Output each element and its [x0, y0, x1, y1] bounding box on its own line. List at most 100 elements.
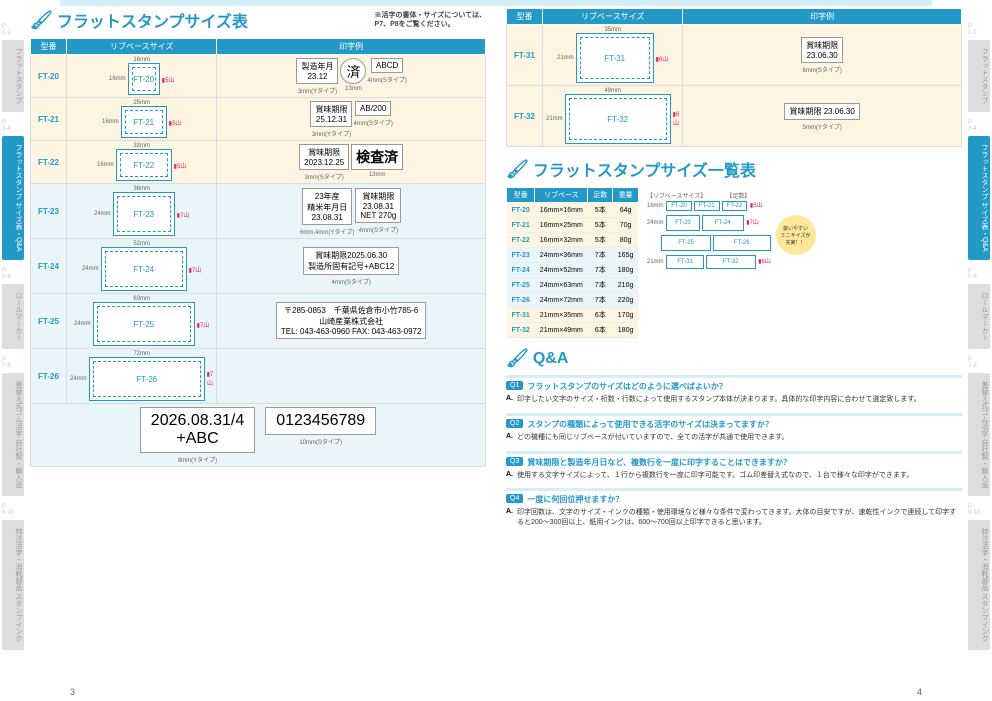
stamp-icon: 🖌	[506, 348, 529, 369]
top-accent-bar	[60, 0, 932, 6]
summary-diagram: 【リブベースサイズ】 【足数】 16mm FT-20FT-21FT-22 ▮5山…	[647, 191, 816, 270]
spec-td: 7本	[588, 248, 613, 263]
spec-td: 6本	[588, 308, 613, 323]
side-tab[interactable]: フラットスタンプ サイズ表・Q&A	[968, 136, 990, 260]
q-text: フラットスタンプのサイズはどのように選べばよいか？	[527, 381, 727, 392]
qa-block: Q4一度に何回位押せますか？ A.印字回数は、文字のサイズ・インクの種類・使用環…	[506, 488, 962, 528]
spec-td: 5本	[588, 203, 613, 218]
th-print-r: 印字例	[683, 9, 962, 25]
section1-title-text: フラットスタンプサイズ表	[57, 8, 248, 32]
th-model: 型番	[31, 39, 67, 55]
spec-td: 24mm×52mm	[535, 263, 588, 278]
print-cell	[217, 349, 486, 404]
model-cell: FT-24	[31, 239, 67, 294]
print-cell: 賞味期限 25.12.31 3mm(Yタイプ) AB/200 4mm(Sタイプ)	[217, 98, 486, 141]
page-num-left: 3	[70, 687, 75, 697]
q-text: 賞味期限と製造年月日など、複数行を一度に印字することはできますか？	[527, 457, 791, 468]
side-tab[interactable]: フラットスタンプ サイズ表・Q&A	[2, 136, 24, 260]
side-tab[interactable]: ロールマーカー	[2, 284, 24, 349]
diagram-label-foot: 【足数】	[726, 191, 750, 200]
diagram-label-rib: 【リブベースサイズ】	[647, 191, 707, 200]
q-text: 一度に何回位押せますか？	[527, 494, 623, 505]
side-tabs-left: P 1-2フラットスタンプ P 3-4フラットスタンプ サイズ表・Q&A P 5-6…	[2, 20, 24, 654]
a-text: どの機種にも同じリブベースが付いていますので、全ての活字が共通で使用できます。	[517, 433, 788, 443]
spec-td: 180g	[613, 263, 639, 278]
spec-td: 5本	[588, 233, 613, 248]
qa-block: Q2スタンプの種類によって使用できる活字のサイズは決まってますか？ A.どの機種…	[506, 413, 962, 443]
spec-td: FT-31	[507, 308, 535, 323]
side-tab[interactable]: 差替え式ゴム活字 自社製・輸入品	[968, 373, 990, 496]
side-tabs-right: P 1-2フラットスタンプP 3-4フラットスタンプ サイズ表・Q&AP 5-6…	[968, 20, 990, 654]
q-badge: Q3	[506, 457, 523, 466]
left-column: 🖌 フラットスタンプサイズ表 ※活字の書体・サイズについては、 P7、P8をご覧…	[30, 8, 486, 693]
th-model-r: 型番	[507, 9, 543, 25]
model-cell: FT-23	[31, 184, 67, 239]
spec-td: 16mm×16mm	[535, 203, 588, 218]
section2-title-text: フラットスタンプサイズ一覧表	[533, 157, 756, 181]
side-tab[interactable]: 特注活字・消耗部品 スタンプインク	[968, 520, 990, 650]
stamp-icon: 🖌	[506, 159, 529, 180]
side-tab[interactable]: ロールマーカー	[968, 284, 990, 349]
model-cell: FT-20	[31, 55, 67, 98]
qa-block: Q3賞味期限と製造年月日など、複数行を一度に印字することはできますか？ A.使用…	[506, 451, 962, 481]
a-badge: A.	[506, 395, 513, 402]
spec-td: FT-25	[507, 278, 535, 293]
spec-td: 80g	[613, 233, 639, 248]
size-table-right: 型番 リブベースサイズ 印字例 FT-3135mm 21mm FT-31 ▮6山…	[506, 8, 962, 147]
rib-cell: 52mm 24mm FT-24 ▮7山	[67, 239, 217, 294]
spec-td: 6本	[588, 323, 613, 338]
spec-td: 24mm×72mm	[535, 293, 588, 308]
spec-td: 16mm×32mm	[535, 233, 588, 248]
tab-page-label: P 5-6	[968, 264, 990, 284]
spec-td: 64g	[613, 203, 639, 218]
section1-title: 🖌 フラットスタンプサイズ表 ※活字の書体・サイズについては、 P7、P8をご覧…	[30, 8, 486, 32]
spec-td: 220g	[613, 293, 639, 308]
print-cell: 製造年月 23.12 3mm(Yタイプ) 済 13mm ABCD 4mm(Sタイ…	[217, 55, 486, 98]
q-badge: Q1	[506, 381, 523, 390]
a-text: 使用する文字サイズによって、１行から複数行を一度に印字可能です。ゴム印差替え式な…	[517, 471, 913, 481]
spec-td: 210g	[613, 278, 639, 293]
spec-table: 型番リブベース足数重量 FT-2016mm×16mm5本64gFT-2116mm…	[506, 187, 639, 338]
print-cell: 賞味期限2025.06.30 製造所固有記号+ABC12 4mm(Sタイプ)	[217, 239, 486, 294]
tab-page-label: P 7-8	[2, 353, 24, 373]
tab-page-label: P 9-10	[2, 500, 24, 520]
print-cell: 賞味期限 23.06.30 6mm(Sタイプ)	[683, 25, 962, 86]
spec-th: 型番	[507, 188, 535, 203]
print-cell: 賞味期限 23.06.30 5mm(Yタイプ)	[683, 86, 962, 147]
side-tab[interactable]: 特注活字・消耗部品 スタンプインク	[2, 520, 24, 650]
rib-cell: 16mm 16mm FT-20 ▮5山	[67, 55, 217, 98]
spec-td: FT-32	[507, 323, 535, 338]
tab-page-label: P 3-4	[2, 116, 24, 136]
spec-td: 170g	[613, 308, 639, 323]
side-tab[interactable]: フラットスタンプ	[968, 40, 990, 112]
q-badge: Q2	[506, 419, 523, 428]
section1-note: ※活字の書体・サイズについては、 P7、P8をご覧ください。	[375, 11, 486, 29]
size-table-left: 型番 リブベースサイズ 印字例 FT-2016mm 16mm FT-20 ▮5山…	[30, 38, 486, 467]
tab-page-label: P 5-6	[2, 264, 24, 284]
spec-th: リブベース	[535, 188, 588, 203]
a-badge: A.	[506, 508, 513, 515]
spec-td: FT-21	[507, 218, 535, 233]
a-text: 印字したい文字のサイズ・桁数・行数によって使用するスタンプ本体が決まります。具体…	[517, 395, 921, 405]
model-cell: FT-25	[31, 294, 67, 349]
a-text: 印字回数は、文字のサイズ・インクの種類・使用環境など様々な条件で変わってきます。…	[517, 508, 962, 528]
spec-td: 70g	[613, 218, 639, 233]
qa-list: Q1 フラットスタンプのサイズはどのように選べばよいか？ A. 印字したい文字のサイ…	[506, 375, 962, 528]
model-cell: FT-31	[507, 25, 543, 86]
spec-td: 16mm×25mm	[535, 218, 588, 233]
side-tab[interactable]: フラットスタンプ	[2, 40, 24, 112]
spec-td: 21mm×35mm	[535, 308, 588, 323]
tab-page-label: P 1-2	[968, 20, 990, 40]
rib-cell: 63mm 24mm FT-25 ▮7山	[67, 294, 217, 349]
page-num-right: 4	[917, 687, 922, 697]
tab-page-label: P 9-10	[968, 500, 990, 520]
model-cell: FT-32	[507, 86, 543, 147]
spec-td: 7本	[588, 293, 613, 308]
spec-th: 足数	[588, 188, 613, 203]
rib-cell: 49mm 21mm FT-32 ▮6山	[543, 86, 683, 147]
model-cell: FT-22	[31, 141, 67, 184]
tab-page-label: P 1-2	[2, 20, 24, 40]
spec-td: 24mm×36mm	[535, 248, 588, 263]
side-tab[interactable]: 差替え式ゴム活字 自社製・輸入品	[2, 373, 24, 496]
spec-td: FT-26	[507, 293, 535, 308]
